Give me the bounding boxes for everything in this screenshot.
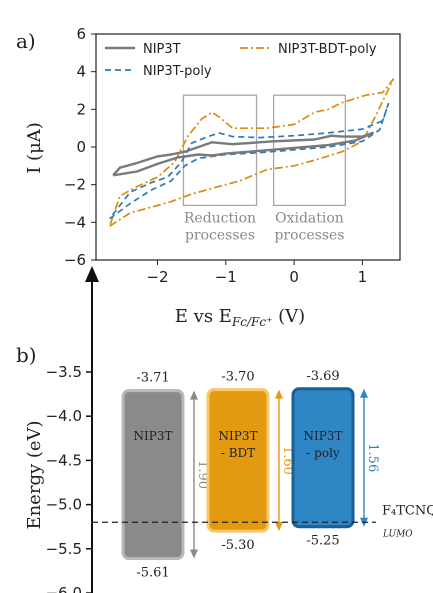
x-axis-label-unit: (V) bbox=[272, 306, 305, 327]
annotation-box-0 bbox=[182, 94, 258, 207]
x-tick-label: −2 bbox=[146, 268, 168, 286]
legend-entry: NIP3T-BDT-poly bbox=[278, 42, 377, 57]
x-tick-label: 1 bbox=[358, 268, 368, 286]
cv-y-axis-label: I (μA) bbox=[24, 122, 45, 174]
x-axis-label-subscript: Fc/Fc⁺ bbox=[231, 315, 272, 329]
y-tick-label: −6.0 bbox=[46, 584, 82, 593]
homo-lumo-bottom-value: -5.25 bbox=[306, 534, 339, 549]
arrow-up-icon bbox=[190, 390, 198, 400]
y-tick-label: −6 bbox=[64, 251, 86, 269]
series-line-nip3t-poly bbox=[109, 102, 390, 220]
y-axis-arrow-icon bbox=[85, 266, 99, 282]
y-tick-label: −3.5 bbox=[46, 363, 82, 381]
bar-label: - poly bbox=[306, 446, 340, 460]
y-tick-label: −4 bbox=[64, 213, 86, 231]
y-tick-label: −5.0 bbox=[46, 496, 82, 514]
bar-label: NIP3T bbox=[134, 429, 173, 443]
y-tick-label: 2 bbox=[76, 100, 86, 118]
homo-lumo-bottom-value: -5.30 bbox=[221, 538, 254, 553]
band-gap-value: 1.56 bbox=[365, 443, 380, 472]
x-tick-label: −1 bbox=[215, 268, 237, 286]
energy-bar bbox=[206, 388, 270, 533]
series-line-nip3t bbox=[112, 131, 374, 177]
arrow-down-icon bbox=[275, 522, 283, 532]
cv-chart-ticks: −2 −1 0 1 −6 −4 −2 0 2 4 6 bbox=[64, 25, 367, 286]
y-tick-label: −4.0 bbox=[46, 407, 82, 425]
bar-label: - BDT bbox=[221, 446, 255, 460]
legend-entry: NIP3T-poly bbox=[143, 64, 212, 79]
cv-chart-series bbox=[108, 78, 395, 227]
f4tcnq-sublabel: LUMO bbox=[382, 529, 413, 539]
arrow-down-icon bbox=[190, 549, 198, 559]
x-axis-label-main: E vs E bbox=[175, 306, 232, 327]
x-tick-label: 0 bbox=[289, 268, 299, 286]
annotation-label: processes bbox=[274, 227, 344, 243]
homo-lumo-top-value: -3.69 bbox=[306, 369, 339, 384]
cv-chart: a) ReductionprocessesOxidationprocesses … bbox=[16, 25, 401, 329]
homo-lumo-bottom-value: -5.61 bbox=[136, 566, 169, 581]
y-tick-label: −4.5 bbox=[46, 451, 82, 469]
energy-y-axis-label: Energy (eV) bbox=[24, 420, 45, 529]
y-tick-label: 4 bbox=[76, 63, 86, 81]
bar-label: NIP3T bbox=[304, 429, 343, 443]
y-tick-label: 0 bbox=[76, 138, 86, 156]
band-gap-value: 1.90 bbox=[195, 460, 210, 489]
energy-level-chart: b) −3.5 −4.0 −4.5 −5.0 −5.5 −6.0 NIP3T -3.71 -5… bbox=[16, 266, 433, 593]
annotation-label: processes bbox=[185, 227, 255, 243]
energy-bar bbox=[121, 389, 185, 561]
panel-label-a: a) bbox=[16, 29, 36, 53]
homo-lumo-top-value: -3.71 bbox=[136, 371, 169, 386]
band-gap-value: 1.60 bbox=[280, 446, 295, 475]
f4tcnq-label: F₄TCNQ bbox=[382, 503, 433, 518]
cv-chart-legend: NIP3T NIP3T-poly NIP3T-BDT-poly bbox=[105, 42, 377, 79]
energy-axis: −3.5 −4.0 −4.5 −5.0 −5.5 −6.0 bbox=[46, 266, 99, 593]
panel-label-b: b) bbox=[16, 343, 37, 367]
cv-x-axis-label: E vs EFc/Fc⁺ (V) bbox=[175, 306, 305, 329]
y-tick-label: 6 bbox=[76, 25, 86, 43]
annotation-label: Reduction bbox=[184, 210, 256, 226]
energy-bar bbox=[291, 387, 355, 529]
arrow-up-icon bbox=[275, 389, 283, 399]
homo-lumo-top-value: -3.70 bbox=[221, 370, 254, 385]
y-tick-label: −2 bbox=[64, 176, 86, 194]
annotation-label: Oxidation bbox=[275, 210, 344, 226]
y-tick-label: −5.5 bbox=[46, 540, 82, 558]
f4tcnq-reference: F₄TCNQ LUMO bbox=[92, 503, 433, 539]
bar-label: NIP3T bbox=[219, 429, 258, 443]
series-line-nip3t-bdt-poly bbox=[108, 78, 395, 227]
energy-bars: NIP3T -3.71 -5.61 1.90 NIP3T - BDT -3.70 -5.30 1… bbox=[121, 369, 380, 581]
arrow-up-icon bbox=[360, 388, 368, 398]
legend-entry: NIP3T bbox=[143, 42, 181, 57]
